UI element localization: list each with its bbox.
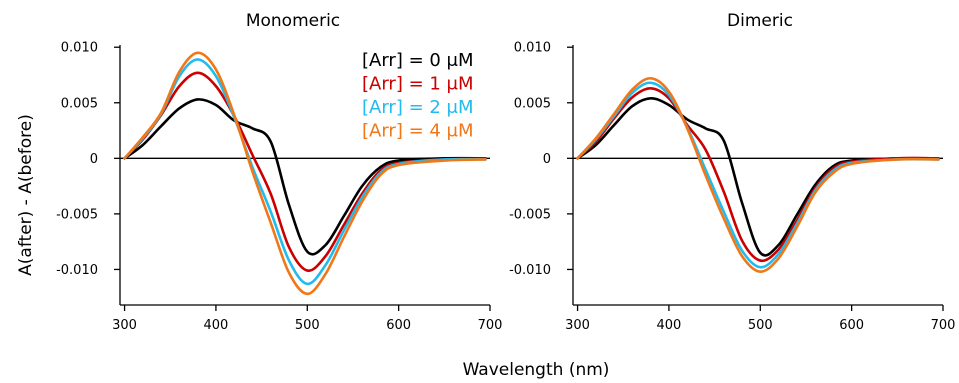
series-line-1 [123, 71, 487, 272]
legend-entry-0: [Arr] = 0 μM [362, 50, 474, 71]
series-line-2 [576, 81, 940, 269]
series-line-2 [123, 58, 487, 286]
series-line-1 [576, 87, 940, 263]
x-tick-label: 600 [839, 318, 864, 333]
x-tick-label: 400 [204, 318, 229, 333]
series-line-3 [576, 77, 940, 273]
x-tick-label: 500 [748, 318, 773, 333]
y-tick-label: -0.010 [509, 263, 551, 278]
series-line-0 [576, 97, 940, 257]
y-tick-label: 0.005 [514, 96, 551, 111]
series-line-0 [123, 98, 487, 256]
x-tick-label: 700 [931, 318, 956, 333]
y-tick-label: -0.005 [509, 207, 551, 222]
legend-entry-2: [Arr] = 2 μM [362, 97, 474, 118]
x-axis-title: Wavelength (nm) [463, 360, 610, 380]
chart-title: Dimeric [727, 11, 793, 31]
y-tick-label: -0.010 [56, 263, 98, 278]
x-tick-label: 600 [386, 318, 411, 333]
legend-entry-3: [Arr] = 4 μM [362, 121, 474, 142]
y-tick-label: 0.010 [61, 41, 98, 56]
y-axis-title: A(after) - A(before) [16, 114, 36, 276]
x-tick-label: 300 [565, 318, 590, 333]
y-tick-label: 0.005 [61, 96, 98, 111]
x-tick-label: 700 [478, 318, 503, 333]
y-tick-label: 0 [543, 152, 551, 167]
legend-entry-1: [Arr] = 1 μM [362, 74, 474, 95]
x-tick-label: 300 [112, 318, 137, 333]
y-tick-label: 0 [90, 152, 98, 167]
x-tick-label: 500 [295, 318, 320, 333]
chart-title: Monomeric [246, 11, 340, 31]
x-tick-label: 400 [657, 318, 682, 333]
y-tick-label: 0.010 [514, 41, 551, 56]
chart-monomeric: Monomeric 0.010 0.005 0 -0.005 -0.010 300 400 50… [56, 11, 502, 333]
series-line-3 [123, 51, 487, 296]
chart-dimeric: Dimeric 0.010 0.005 0 -0.005 -0.010 300 400 500 6… [509, 11, 955, 333]
y-tick-label: -0.005 [56, 207, 98, 222]
